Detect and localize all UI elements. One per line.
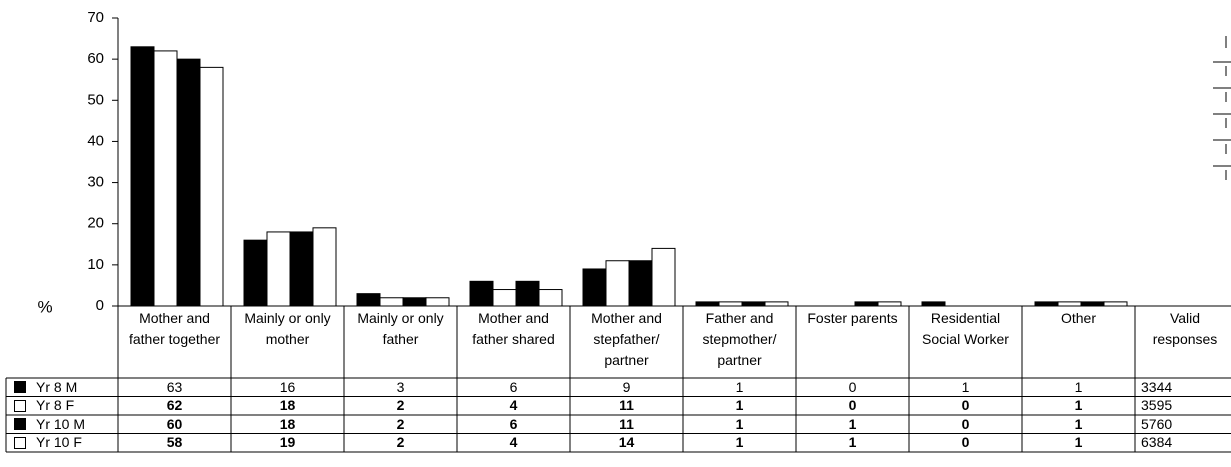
table-value: 1	[1074, 397, 1083, 414]
table-value: 1	[1074, 434, 1083, 451]
table-value: 2	[396, 415, 405, 432]
table-value: 18	[279, 415, 296, 432]
bar	[425, 297, 450, 307]
y-axis-label: %	[37, 297, 52, 316]
table-value: 1	[1074, 415, 1083, 432]
valid-value: 5760	[1141, 415, 1173, 432]
table-value: 58	[166, 434, 183, 451]
category-header: Mother and father together	[128, 310, 221, 347]
bar	[199, 66, 224, 307]
table-value: 16	[279, 378, 296, 395]
category-header: Father and stepmother/ partner	[702, 310, 777, 368]
table-value: 11	[619, 415, 634, 432]
table-value: 1	[1074, 378, 1083, 395]
valid-value: 6384	[1141, 434, 1173, 451]
category-header: Mainly or only father	[357, 310, 444, 347]
table-value: 1	[848, 415, 857, 432]
category-header: Residential Social Worker	[922, 310, 1009, 347]
bar	[266, 231, 291, 307]
bar	[289, 231, 314, 307]
category-header: Foster parents	[807, 310, 898, 326]
category-header: Mother and stepfather/ partner	[591, 310, 662, 368]
legend-row-label: Yr 8 F	[6, 397, 118, 416]
legend-swatch	[14, 418, 26, 431]
table-value: 0	[848, 378, 857, 395]
legend-label: Yr 8 M	[36, 378, 78, 395]
bar	[492, 289, 517, 307]
table-value: 62	[166, 397, 183, 414]
table-value: 1	[735, 434, 744, 451]
bar	[356, 293, 381, 307]
table-value: 0	[961, 434, 970, 451]
table-value: 0	[961, 397, 970, 414]
bar	[582, 268, 607, 307]
bar	[515, 280, 540, 307]
legend-row-label: Yr 10 F	[6, 434, 118, 453]
legend-row-label: Yr 10 M	[6, 415, 118, 434]
category-header: Mother and father shared	[472, 310, 555, 347]
bar	[605, 260, 630, 307]
bar	[312, 227, 337, 307]
legend-label: Yr 10 M	[36, 415, 86, 432]
y-tick-label: 60	[87, 50, 104, 67]
legend-swatch	[14, 436, 26, 449]
category-header: Other	[1060, 310, 1096, 326]
table-value: 3	[396, 378, 405, 395]
bar	[176, 58, 201, 307]
table-value: 60	[166, 415, 183, 432]
table-value: 1	[735, 415, 744, 432]
bar	[628, 260, 653, 307]
table-value: 4	[509, 434, 518, 451]
bar	[402, 297, 427, 307]
table-value: 1	[961, 378, 970, 395]
table-value: 1	[735, 378, 744, 395]
y-tick-label: 0	[96, 297, 104, 314]
y-tick-label: 50	[87, 91, 104, 108]
legend-label: Yr 8 F	[36, 397, 75, 414]
legend-swatch	[14, 381, 26, 394]
table-value: 9	[622, 378, 631, 395]
table-value: 1	[848, 434, 857, 451]
legend-swatch	[14, 399, 26, 412]
bar	[153, 50, 178, 307]
y-tick-label: 70	[87, 9, 104, 26]
table-value: 6	[509, 415, 518, 432]
bar	[243, 239, 268, 307]
legend-fragment	[1213, 36, 1231, 180]
table-value: 19	[279, 434, 296, 451]
valid-value: 3595	[1141, 397, 1173, 414]
table-value: 2	[396, 397, 405, 414]
table-value: 14	[618, 434, 635, 451]
bar	[651, 247, 676, 307]
bar	[130, 46, 155, 307]
legend-row-label: Yr 8 M	[6, 378, 118, 397]
y-tick-label: 30	[87, 174, 104, 191]
bar	[379, 297, 404, 307]
y-tick-label: 10	[87, 256, 104, 273]
table-value: 0	[848, 397, 857, 414]
y-tick-label: 40	[87, 132, 104, 149]
valid-header: Valid responses	[1152, 310, 1218, 347]
table-value: 1	[735, 397, 744, 414]
table-value: 11	[619, 397, 634, 414]
table-value: 63	[166, 378, 183, 395]
table-value: 2	[396, 434, 405, 451]
category-header: Mainly or only mother	[244, 310, 331, 347]
y-tick-label: 20	[87, 215, 104, 232]
table-value: 18	[279, 397, 296, 414]
table-value: 6	[509, 378, 518, 395]
legend-label: Yr 10 F	[36, 434, 82, 451]
bar	[469, 280, 494, 307]
table-value: 0	[961, 415, 970, 432]
table-value: 4	[509, 397, 518, 414]
bar	[538, 289, 563, 307]
valid-value: 3344	[1141, 378, 1173, 395]
